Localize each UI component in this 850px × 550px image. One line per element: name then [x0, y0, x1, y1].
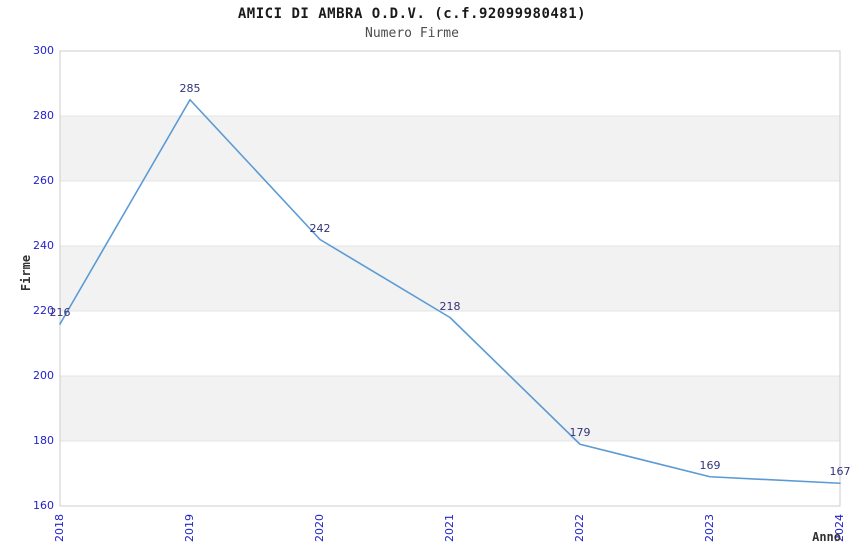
plot-border — [59, 50, 841, 507]
y-axis-title: Firme — [19, 254, 33, 292]
y-tick-label: 160 — [33, 499, 54, 512]
x-tick-label: 2022 — [573, 514, 586, 542]
y-tick-label: 280 — [33, 109, 54, 122]
plot-band — [60, 376, 840, 441]
data-line — [59, 98, 841, 485]
y-tick-label: 300 — [33, 44, 54, 57]
value-label: 242 — [309, 221, 331, 235]
x-tick-label: 2023 — [703, 514, 716, 542]
plot-band — [60, 246, 840, 311]
y-tick-label: 220 — [33, 304, 54, 317]
chart-subtitle: Numero Firme — [365, 26, 459, 41]
plot-band — [60, 116, 840, 181]
value-label: 179 — [569, 426, 591, 440]
x-tick-label: 2018 — [53, 514, 66, 542]
y-tick-label: 260 — [33, 174, 54, 187]
y-tick-label: 200 — [33, 369, 54, 382]
value-label: 218 — [439, 299, 461, 313]
y-tick-label: 180 — [33, 434, 54, 447]
y-tick-label: 240 — [33, 239, 54, 252]
value-label: 216 — [49, 306, 71, 319]
value-label: 285 — [179, 81, 201, 95]
x-tick-label: 2019 — [183, 514, 196, 542]
x-axis-title: Anno — [812, 530, 841, 544]
x-tick-label: 2021 — [443, 514, 456, 542]
x-tick-label: 2020 — [313, 514, 326, 542]
value-label: 167 — [829, 465, 850, 479]
chart-title: AMICI DI AMBRA O.D.V. (c.f.92099980481) — [237, 6, 587, 22]
value-label: 169 — [699, 458, 721, 472]
